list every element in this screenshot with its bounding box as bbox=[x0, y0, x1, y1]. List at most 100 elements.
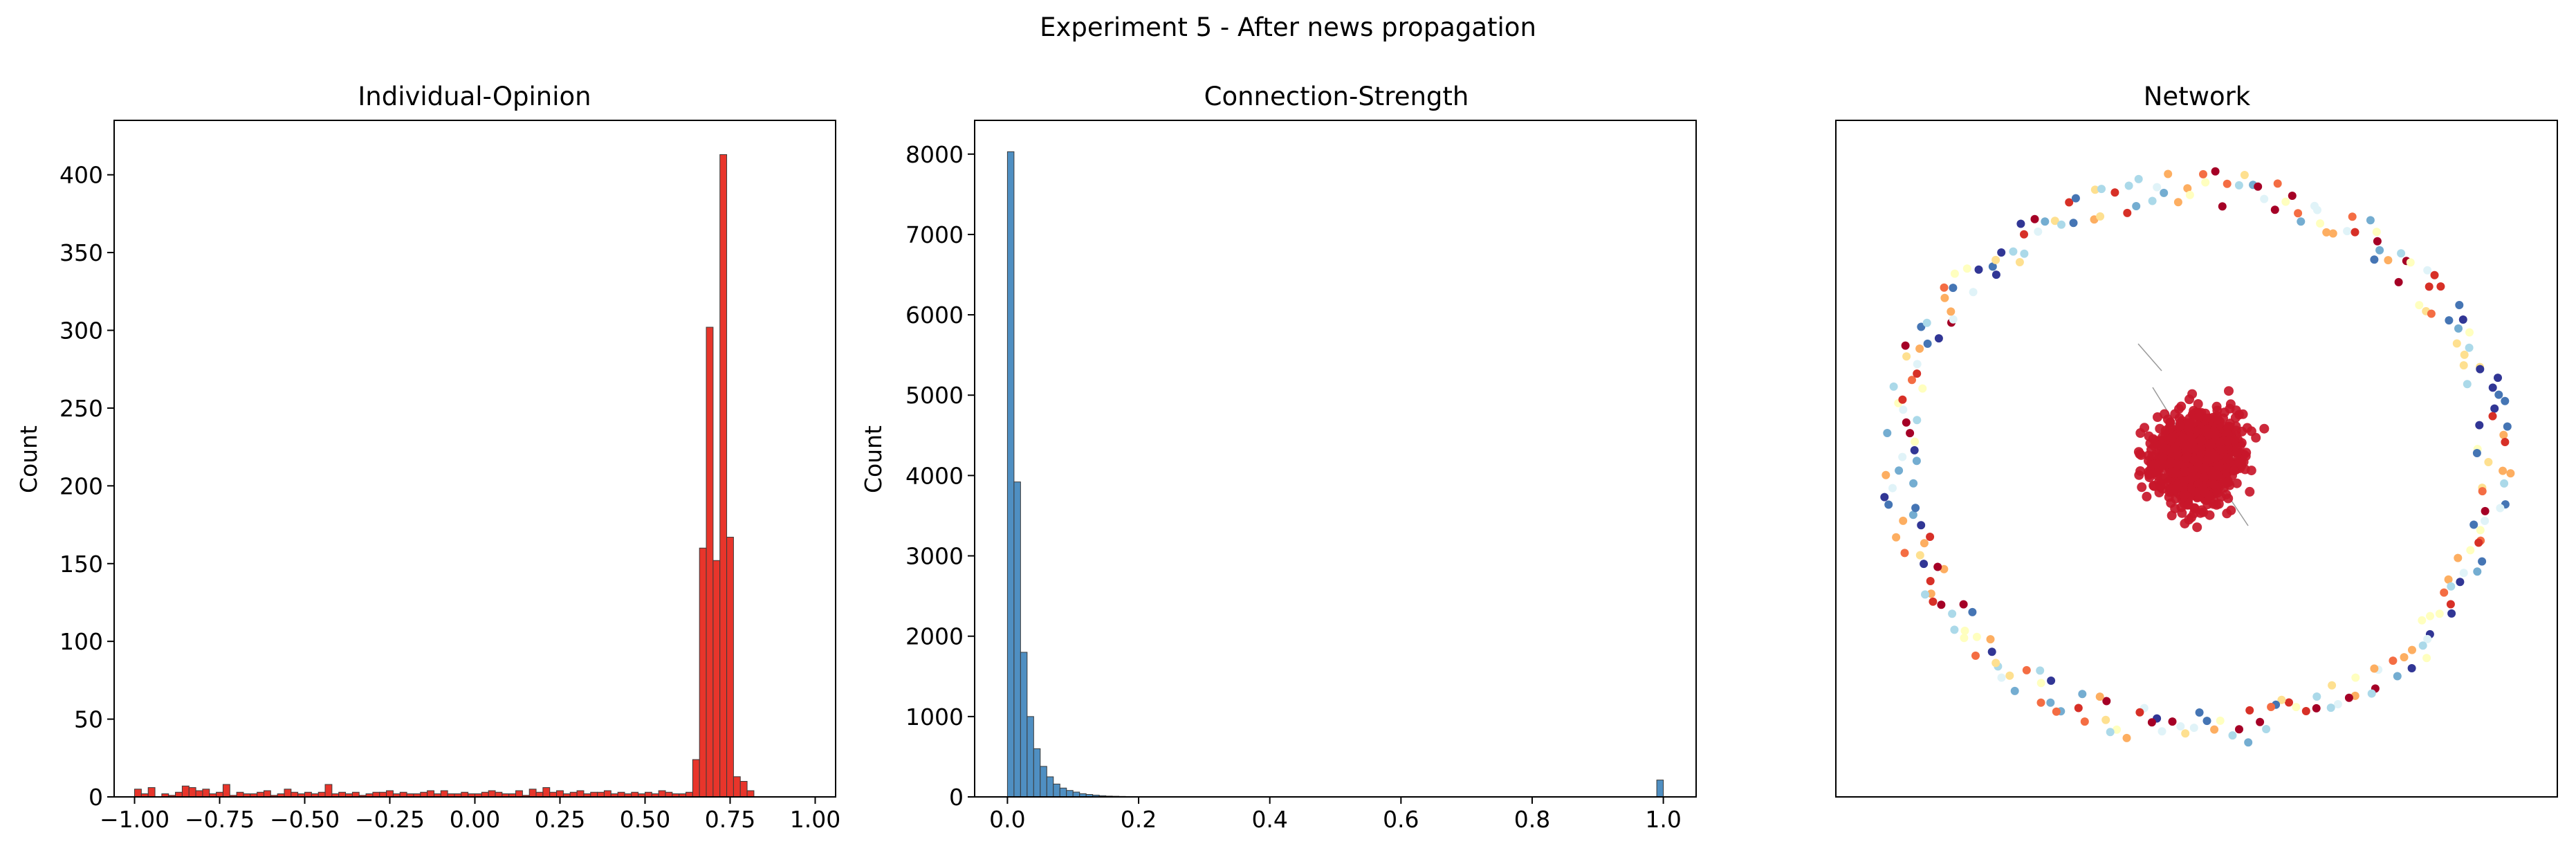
network-node bbox=[2193, 412, 2204, 422]
network-node bbox=[2157, 432, 2167, 443]
network-node bbox=[2294, 209, 2303, 218]
p1-bar bbox=[1006, 151, 1015, 798]
p0-xtick-label: 0.75 bbox=[705, 806, 755, 833]
network-node bbox=[1929, 597, 1938, 606]
network-node bbox=[2078, 690, 2087, 699]
network-node bbox=[2238, 409, 2248, 419]
network-node bbox=[1974, 265, 1983, 274]
strength-histogram: Connection-Strength 0.0 0.2 0.4 0.6 0.8 1.0 0… bbox=[860, 82, 1697, 833]
network-plot: Network bbox=[1835, 82, 2558, 798]
p0-bar bbox=[603, 790, 611, 798]
p0-bar bbox=[686, 791, 693, 798]
network-node bbox=[2211, 401, 2222, 412]
network-node bbox=[2285, 698, 2293, 707]
network-node bbox=[2171, 494, 2181, 504]
p0-bar bbox=[461, 791, 469, 798]
network-node bbox=[1947, 307, 1956, 316]
network-node bbox=[2469, 520, 2478, 529]
network-node bbox=[2223, 179, 2232, 188]
network-node bbox=[2223, 436, 2233, 446]
network-node bbox=[1940, 283, 1949, 292]
network-node bbox=[1921, 590, 1929, 599]
network-node bbox=[2423, 634, 2432, 643]
network-node bbox=[1898, 395, 1907, 404]
network-node bbox=[2222, 508, 2232, 519]
network-node bbox=[2465, 343, 2474, 352]
network-node bbox=[1934, 334, 1943, 343]
network-node bbox=[2146, 445, 2156, 454]
network-node bbox=[1917, 322, 1926, 331]
p0-xtick-label: 0.00 bbox=[450, 806, 500, 833]
network-node bbox=[2499, 430, 2508, 439]
p0-xtick-label: −0.75 bbox=[185, 806, 255, 833]
network-node bbox=[1940, 293, 1949, 302]
network-node bbox=[2106, 728, 2115, 737]
network-node bbox=[2142, 491, 2152, 502]
network-node bbox=[2181, 729, 2190, 738]
network-node bbox=[2132, 202, 2141, 210]
p0-bar bbox=[188, 787, 196, 798]
network-title: Network bbox=[2144, 82, 2251, 111]
p1-ytick-label: 5000 bbox=[905, 382, 964, 409]
network-node bbox=[1949, 284, 1958, 293]
network-node bbox=[1908, 376, 1916, 385]
network-node bbox=[2036, 666, 2045, 675]
network-edge bbox=[2137, 343, 2162, 371]
network-node bbox=[2259, 423, 2270, 434]
strength-ylabel: Count bbox=[860, 425, 887, 493]
network-node bbox=[2210, 725, 2219, 734]
network-node bbox=[2182, 453, 2192, 463]
p1-bar bbox=[1027, 716, 1034, 798]
network-node bbox=[1880, 493, 1889, 502]
network-node bbox=[2343, 227, 2352, 236]
p0-bar bbox=[692, 759, 700, 798]
p0-bar bbox=[291, 791, 299, 798]
network-node bbox=[2465, 328, 2474, 337]
network-node bbox=[1913, 369, 1922, 378]
network-node bbox=[2389, 656, 2398, 665]
network-node bbox=[2180, 518, 2190, 528]
network-node bbox=[2415, 301, 2424, 310]
network-node bbox=[2503, 422, 2512, 431]
network-node bbox=[2160, 409, 2170, 419]
p0-bar bbox=[535, 791, 544, 798]
p0-bar bbox=[351, 791, 360, 798]
network-node bbox=[2102, 697, 2111, 706]
network-node bbox=[2484, 458, 2493, 466]
p0-bar bbox=[338, 791, 347, 798]
p1-ytick-label: 7000 bbox=[905, 221, 964, 248]
network-node bbox=[2046, 698, 2055, 707]
network-node bbox=[2373, 237, 2382, 246]
network-node bbox=[1960, 626, 1969, 635]
network-node bbox=[2235, 725, 2243, 734]
network-node bbox=[2463, 380, 2472, 389]
network-node bbox=[1915, 551, 1924, 560]
network-node bbox=[2393, 672, 2402, 681]
network-node bbox=[2175, 421, 2185, 431]
network-node bbox=[2292, 703, 2301, 712]
network-node bbox=[1991, 270, 2000, 279]
network-node bbox=[2173, 198, 2182, 207]
network-node bbox=[1971, 651, 1980, 660]
network-node bbox=[2488, 412, 2497, 421]
opinion-y-axis: 0 50 100 150 200 250 300 350 400 bbox=[59, 162, 114, 811]
p0-ytick-label: 100 bbox=[59, 628, 103, 655]
p0-ytick-label: 250 bbox=[59, 395, 103, 422]
p0-bar bbox=[304, 791, 312, 798]
network-node bbox=[2196, 508, 2206, 518]
network-node bbox=[2425, 282, 2434, 291]
p1-xtick-label: 0.8 bbox=[1514, 806, 1550, 833]
network-node bbox=[2216, 445, 2226, 455]
network-node bbox=[2454, 553, 2463, 562]
network-node bbox=[2148, 196, 2157, 205]
network-node bbox=[2071, 194, 2080, 203]
network-node bbox=[2436, 282, 2445, 291]
network-node bbox=[2407, 664, 2416, 672]
network-node bbox=[2446, 600, 2455, 609]
network-node bbox=[2246, 466, 2256, 476]
network-node bbox=[2490, 404, 2499, 413]
p0-xtick-label: 1.00 bbox=[790, 806, 840, 833]
network-node bbox=[2262, 725, 2271, 733]
network-node bbox=[2427, 309, 2436, 318]
network-node bbox=[1997, 248, 2006, 257]
